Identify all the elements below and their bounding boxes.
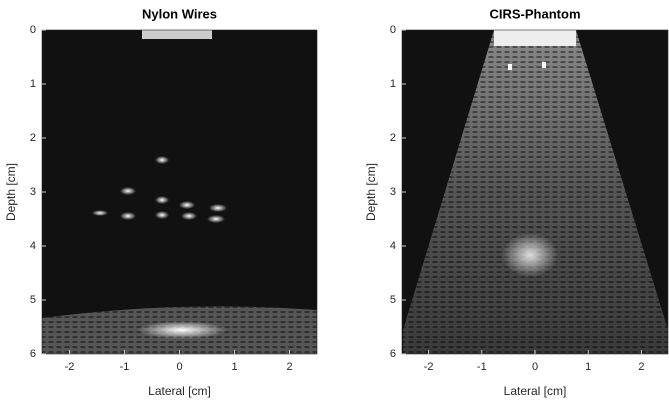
y-tick-label: 6 [30, 348, 36, 360]
x-tick-label: -1 [120, 361, 130, 373]
x-tick-label: 1 [231, 361, 237, 373]
y-tick-label: 0 [390, 24, 396, 36]
x-tick-label: -2 [424, 361, 434, 373]
x-tick-label: 2 [638, 361, 644, 373]
y-tick-label: 6 [390, 348, 396, 360]
nylon-image-content [42, 30, 317, 354]
x-tick-label: -1 [477, 361, 487, 373]
y-axis-label: Depth [cm] [4, 163, 18, 221]
x-axis-label: Lateral [cm] [504, 384, 567, 398]
y-axis-label: Depth [cm] [364, 163, 378, 221]
y-tick-label: 3 [30, 186, 36, 198]
x-tick-label: 1 [585, 361, 591, 373]
y-tick-label: 1 [390, 78, 396, 90]
x-tick-label: 2 [286, 361, 292, 373]
y-tick-label: 2 [390, 132, 396, 144]
y-tick-label: 4 [30, 240, 36, 252]
image-background [42, 30, 317, 354]
y-tick-label: 5 [30, 294, 36, 306]
y-tick-label: 1 [30, 78, 36, 90]
y-tick-label: 3 [390, 186, 396, 198]
y-tick-label: 2 [30, 132, 36, 144]
y-tick-label: 4 [390, 240, 396, 252]
x-axis-label: Lateral [cm] [148, 384, 211, 398]
x-tick-label: -2 [65, 361, 75, 373]
chart-title: CIRS-Phantom [490, 6, 581, 21]
y-tick-label: 0 [30, 24, 36, 36]
axes-layer: -2 -1 0 1 2 0 1 2 3 4 5 6 Nylon Wires Lateral [cm] Dep… [4, 6, 669, 398]
phantom-image-content [403, 30, 668, 354]
y-tick-label: 5 [390, 294, 396, 306]
x-tick-label: 0 [532, 361, 538, 373]
chart-title: Nylon Wires [142, 6, 217, 21]
x-tick-label: 0 [176, 361, 182, 373]
